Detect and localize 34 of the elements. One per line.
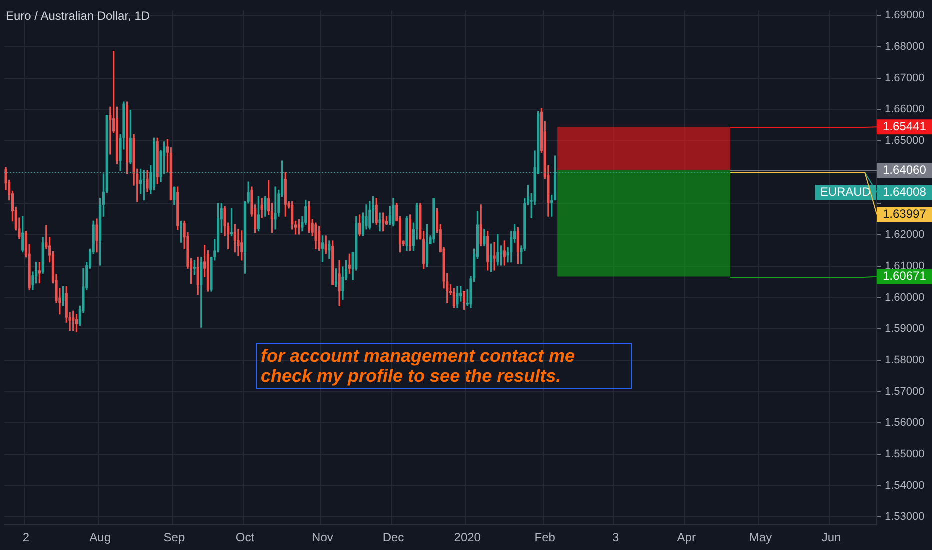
y-tick-label: 1.53000	[885, 511, 925, 524]
annotation: EURAUD	[820, 184, 872, 199]
x-tick-label: Nov	[312, 530, 334, 545]
x-tick-label: 3	[612, 530, 620, 545]
x-tick-label: Dec	[382, 530, 404, 545]
x-tick-label: 2	[22, 530, 30, 545]
x-tick-label: 2020	[454, 530, 482, 545]
y-tick-label: 1.56000	[885, 417, 925, 430]
x-tick-label: May	[749, 530, 772, 545]
y-tick-label: 1.68000	[885, 40, 925, 53]
y-tick-label: 1.58000	[885, 354, 925, 366]
y-tick-label: 1.67000	[885, 72, 925, 84]
x-tick-label: Apr	[677, 530, 696, 545]
x-tick-label: Sep	[164, 530, 186, 545]
y-tick-label: 1.54000	[885, 480, 925, 492]
y-tick-label: 1.60000	[885, 292, 925, 304]
ref-line-label: 1.65441	[883, 119, 927, 134]
x-tick-label: Oct	[236, 530, 256, 545]
annotation: for account management contact me	[261, 346, 576, 366]
annotation: check my profile to see the results.	[261, 366, 562, 386]
y-tick-label: 1.55000	[885, 448, 925, 460]
x-tick-label: Jun	[822, 530, 842, 545]
ref-line-label: 1.64060	[883, 162, 927, 177]
ref-line-label: 1.64008	[883, 184, 927, 199]
chart-title: Euro / Australian Dollar, 1D	[6, 9, 150, 23]
y-tick-label: 1.69000	[885, 10, 925, 22]
x-tick-label: Aug	[90, 530, 112, 545]
y-tick-label: 1.62000	[885, 229, 925, 242]
x-tick-label: Feb	[534, 530, 556, 545]
y-tick-label: 1.66000	[885, 104, 925, 116]
y-tick-label: 1.59000	[885, 323, 925, 336]
ref-line-label: 1.63997	[883, 206, 927, 221]
y-tick-label: 1.57000	[885, 386, 925, 398]
y-tick-label: 1.65000	[885, 135, 925, 148]
